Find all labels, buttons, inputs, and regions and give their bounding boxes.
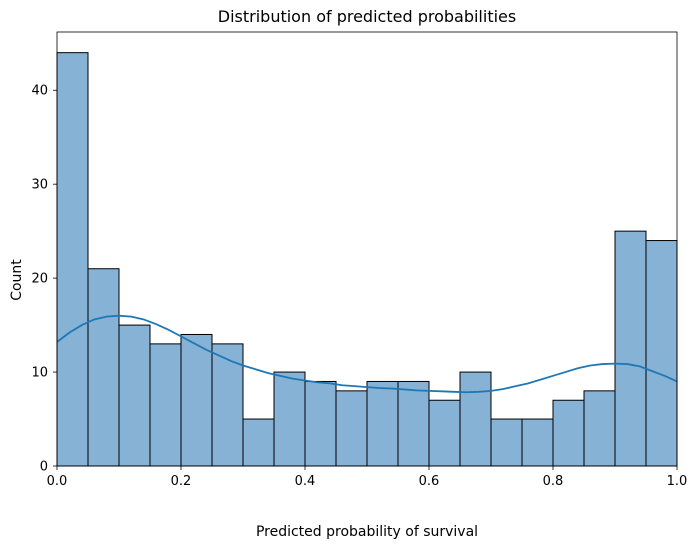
axes-layer — [56, 31, 678, 467]
histogram-bar — [552, 399, 585, 467]
x-tick-label: 1.0 — [667, 474, 688, 489]
histogram-bar — [490, 418, 523, 467]
y-axis-ticks: 0 10 20 30 40 — [31, 84, 57, 475]
y-tick-label: 10 — [31, 366, 48, 381]
histogram-bar — [397, 380, 430, 467]
x-tick-label: 0.4 — [295, 474, 316, 489]
histogram-bar — [583, 390, 616, 467]
kde-curve — [56, 314, 678, 394]
histogram-bar — [335, 390, 368, 467]
y-tick-label: 0 — [40, 460, 48, 475]
histogram-bar — [645, 240, 678, 467]
histogram-bar — [459, 371, 492, 467]
y-tick-label: 30 — [31, 178, 48, 193]
histogram-bar — [366, 380, 399, 467]
histogram-bar — [428, 399, 461, 467]
histogram-bar — [56, 52, 89, 467]
x-axis-label: Predicted probability of survival — [256, 524, 478, 540]
histogram-bar — [118, 324, 151, 467]
histogram-bar — [614, 230, 647, 467]
histogram-bar — [242, 418, 275, 467]
y-tick-label: 20 — [31, 272, 48, 287]
x-tick-label: 0.2 — [171, 474, 192, 489]
histogram-bar — [304, 380, 337, 467]
kde-layer — [56, 314, 678, 394]
bars-layer — [56, 52, 678, 467]
histogram-bar — [273, 371, 306, 467]
x-tick-label: 0.6 — [419, 474, 440, 489]
histogram-bar — [180, 333, 213, 467]
y-axis-label: Count — [9, 259, 25, 301]
histogram-bar — [211, 343, 244, 467]
histogram-bar — [149, 343, 182, 467]
x-tick-label: 0.0 — [47, 474, 68, 489]
plot-frame — [56, 31, 678, 467]
histogram-bar — [87, 268, 120, 467]
histogram-bar — [521, 418, 554, 467]
x-axis-ticks: 0.0 0.2 0.4 0.6 0.8 1.0 — [47, 466, 688, 489]
y-tick-label: 40 — [31, 84, 48, 99]
chart-title: Distribution of predicted probabilities — [218, 7, 516, 26]
x-tick-label: 0.8 — [543, 474, 564, 489]
